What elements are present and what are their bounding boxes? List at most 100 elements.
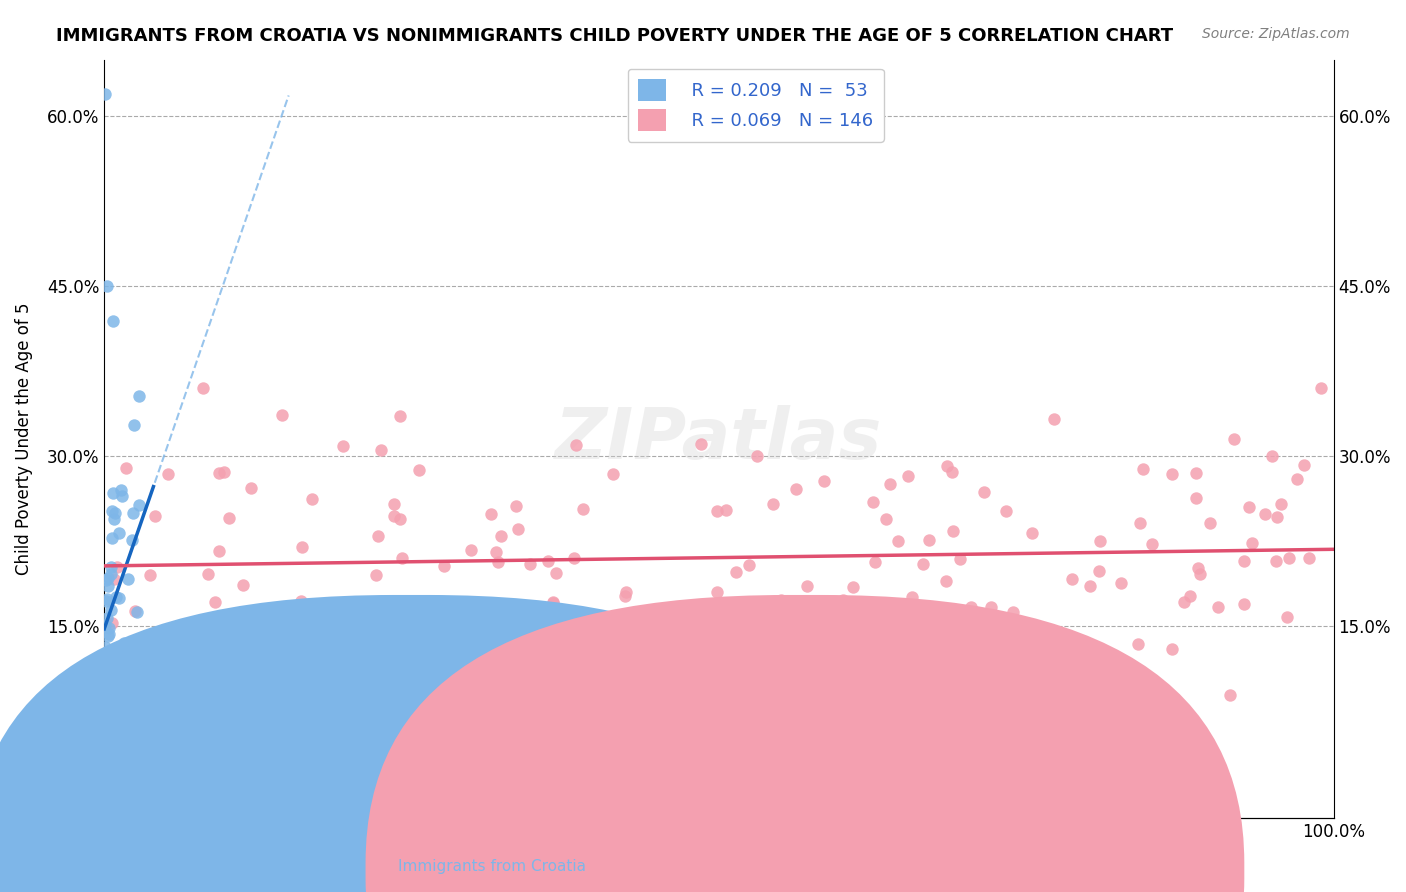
Point: [98, 657, 121, 672]
Point: [884, 681, 907, 695]
Point: [875, 512, 897, 526]
Point: [1270, 497, 1292, 511]
Point: [367, 529, 389, 543]
Point: [97, 691, 120, 706]
Point: [865, 555, 887, 569]
Point: [391, 550, 413, 565]
Point: [1292, 458, 1315, 473]
Point: [122, 506, 145, 520]
Point: [100, 531, 122, 545]
Point: [1233, 598, 1256, 612]
Point: [484, 545, 506, 559]
Point: [1126, 637, 1149, 651]
Point: [307, 657, 329, 671]
Point: [382, 508, 405, 523]
Point: [103, 572, 125, 586]
Point: [1132, 462, 1154, 476]
Point: [1002, 605, 1025, 619]
Point: [562, 551, 585, 566]
Point: [416, 596, 439, 610]
Point: [453, 597, 475, 611]
Point: [96, 647, 118, 661]
Point: [1129, 516, 1152, 531]
Point: [897, 468, 920, 483]
Point: [94, 640, 117, 654]
Point: [232, 578, 254, 592]
Point: [94, 87, 117, 101]
Point: [706, 585, 728, 599]
Text: IMMIGRANTS FROM CROATIA VS NONIMMIGRANTS CHILD POVERTY UNDER THE AGE OF 5 CORREL: IMMIGRANTS FROM CROATIA VS NONIMMIGRANTS…: [56, 27, 1174, 45]
Point: [918, 533, 941, 547]
Point: [97, 627, 120, 641]
Point: [716, 503, 738, 517]
Text: Source: ZipAtlas.com: Source: ZipAtlas.com: [1202, 27, 1350, 41]
Point: [1261, 449, 1284, 463]
Point: [94, 739, 117, 753]
Point: [105, 689, 128, 703]
Point: [262, 634, 284, 648]
Point: [97, 629, 120, 643]
Point: [436, 690, 458, 704]
Point: [1161, 642, 1184, 657]
Point: [1185, 466, 1208, 480]
Point: [762, 497, 785, 511]
Point: [835, 621, 858, 635]
Point: [290, 594, 312, 608]
Point: [101, 504, 124, 518]
Point: [104, 506, 127, 520]
Point: [101, 486, 124, 500]
Point: [613, 589, 636, 603]
Point: [724, 566, 747, 580]
Text: Immigrants from Croatia: Immigrants from Croatia: [398, 859, 586, 874]
Point: [894, 604, 917, 618]
Point: [769, 592, 792, 607]
Point: [541, 595, 564, 609]
Point: [1237, 500, 1260, 514]
Point: [725, 640, 748, 655]
Point: [772, 593, 794, 607]
Point: [1088, 564, 1111, 578]
Point: [384, 497, 406, 511]
Point: [506, 522, 529, 536]
Point: [105, 590, 128, 604]
Point: [519, 558, 541, 572]
Point: [505, 499, 527, 513]
Point: [240, 481, 263, 495]
Point: [1187, 560, 1209, 574]
Point: [901, 590, 924, 604]
Point: [110, 483, 132, 497]
Point: [97, 578, 120, 592]
Point: [1298, 551, 1320, 566]
Point: [94, 747, 117, 761]
Point: [97, 789, 120, 803]
Point: [717, 652, 740, 666]
Point: [564, 438, 586, 452]
Point: [1310, 381, 1333, 395]
Point: [572, 501, 595, 516]
Point: [863, 673, 886, 687]
Point: [96, 592, 118, 607]
Point: [270, 409, 292, 423]
Point: [1223, 432, 1246, 446]
Point: [865, 612, 887, 626]
Point: [1161, 467, 1184, 482]
Point: [114, 461, 136, 475]
Point: [143, 508, 166, 523]
Point: [479, 508, 502, 522]
Point: [699, 684, 721, 698]
Point: [100, 616, 122, 631]
Point: [309, 651, 332, 665]
Point: [842, 580, 865, 594]
Point: [460, 542, 482, 557]
Point: [291, 541, 314, 555]
Point: [96, 681, 118, 696]
Point: [796, 579, 818, 593]
Point: [100, 566, 122, 581]
Point: [94, 618, 117, 632]
Point: [738, 558, 761, 572]
Point: [614, 585, 637, 599]
Point: [862, 495, 884, 509]
Point: [1265, 510, 1288, 524]
Point: [941, 466, 963, 480]
Point: [1219, 688, 1241, 702]
